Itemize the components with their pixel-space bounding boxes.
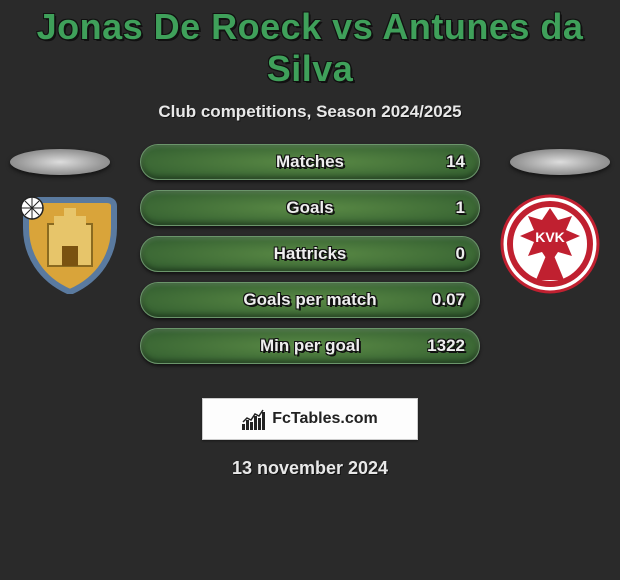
- stat-value: 14: [446, 152, 465, 172]
- player-right-photo: [510, 149, 610, 175]
- stat-bars: Matches 14 Goals 1 Hattricks 0 Goals per…: [140, 144, 480, 374]
- club-badge-right: KVK: [500, 194, 600, 294]
- stat-label: Hattricks: [274, 244, 347, 264]
- stat-row-goals: Goals 1: [140, 190, 480, 226]
- stat-label: Matches: [276, 152, 344, 172]
- comparison-card: Jonas De Roeck vs Antunes da Silva Club …: [0, 0, 620, 479]
- subtitle: Club competitions, Season 2024/2025: [0, 102, 620, 122]
- club-badge-left: [20, 194, 120, 294]
- page-title: Jonas De Roeck vs Antunes da Silva: [0, 0, 620, 90]
- brand-text: FcTables.com: [272, 410, 378, 428]
- brand-attribution: FcTables.com: [202, 398, 418, 440]
- bar-chart-icon: [242, 408, 268, 430]
- stat-value: 0.07: [432, 290, 465, 310]
- stat-row-min-per-goal: Min per goal 1322: [140, 328, 480, 364]
- stat-value: 1: [456, 198, 465, 218]
- stat-label: Min per goal: [260, 336, 360, 356]
- stat-row-hattricks: Hattricks 0: [140, 236, 480, 272]
- shield-icon: [20, 194, 120, 294]
- stats-area: KVK Matches 14 Goals 1 Hattricks 0 Goals…: [0, 144, 620, 374]
- stat-label: Goals per match: [243, 290, 376, 310]
- stat-row-goals-per-match: Goals per match 0.07: [140, 282, 480, 318]
- player-left-photo: [10, 149, 110, 175]
- stat-value: 1322: [427, 336, 465, 356]
- club-crest-icon: KVK: [500, 194, 600, 294]
- stat-label: Goals: [286, 198, 333, 218]
- stat-row-matches: Matches 14: [140, 144, 480, 180]
- svg-text:KVK: KVK: [535, 229, 565, 245]
- stat-value: 0: [456, 244, 465, 264]
- date-text: 13 november 2024: [0, 458, 620, 479]
